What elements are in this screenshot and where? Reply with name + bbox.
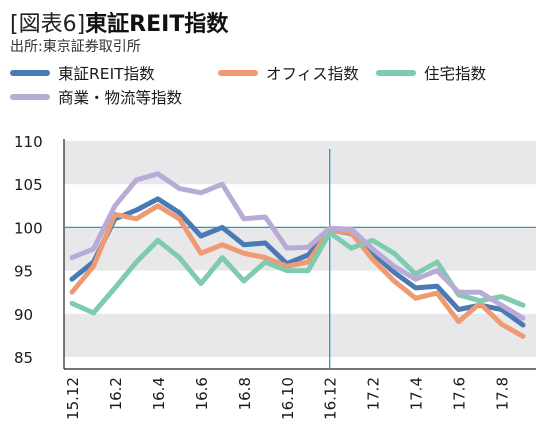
figure-tag: [図表6] <box>10 12 86 37</box>
x-tick-label: 16.6 <box>193 377 211 410</box>
y-tick-label: 85 <box>14 349 33 367</box>
x-tick-label: 16.12 <box>322 377 340 420</box>
legend-swatch <box>218 70 258 76</box>
x-tick-label: 16.4 <box>150 377 168 410</box>
legend-label: 商業・物流等指数 <box>58 89 183 107</box>
x-tick-label: 16.10 <box>279 377 297 420</box>
source-note: 出所:東京証券取引所 <box>10 39 141 55</box>
chart-title: 東証REIT指数 <box>85 12 229 37</box>
grid-band <box>64 313 536 357</box>
x-tick-label: 17.2 <box>365 377 383 410</box>
series-line <box>69 196 526 328</box>
legend-item: 商業・物流等指数 <box>10 86 182 108</box>
series-line <box>69 203 526 339</box>
y-tick-label: 110 <box>14 133 43 151</box>
x-tick-label: 16.8 <box>236 377 254 410</box>
y-tick-label: 105 <box>14 176 43 194</box>
x-tick-label: 15.12 <box>64 377 82 420</box>
legend-swatch <box>376 70 416 76</box>
legend-label: オフィス指数 <box>266 65 359 83</box>
x-tick-label: 17.6 <box>451 377 469 410</box>
x-tick-label: 17.4 <box>408 377 426 410</box>
x-tick-label: 17.8 <box>494 377 512 410</box>
y-tick-label: 90 <box>14 306 33 324</box>
series-line <box>69 171 526 321</box>
title-row: [図表6]東証REIT指数 <box>10 6 228 38</box>
y-tick-label: 100 <box>14 219 43 237</box>
legend-label: 住宅指数 <box>424 65 487 83</box>
grid-band <box>64 141 536 185</box>
legend-item: 住宅指数 <box>376 62 486 84</box>
y-tick-label: 95 <box>14 263 33 281</box>
legend-swatch <box>10 70 50 76</box>
legend-swatch <box>10 94 50 100</box>
legend-label: 東証REIT指数 <box>58 65 155 83</box>
grid-band <box>64 357 536 369</box>
x-tick-label: 16.2 <box>107 377 125 410</box>
legend-item: オフィス指数 <box>218 62 359 84</box>
legend-item: 東証REIT指数 <box>10 62 155 84</box>
